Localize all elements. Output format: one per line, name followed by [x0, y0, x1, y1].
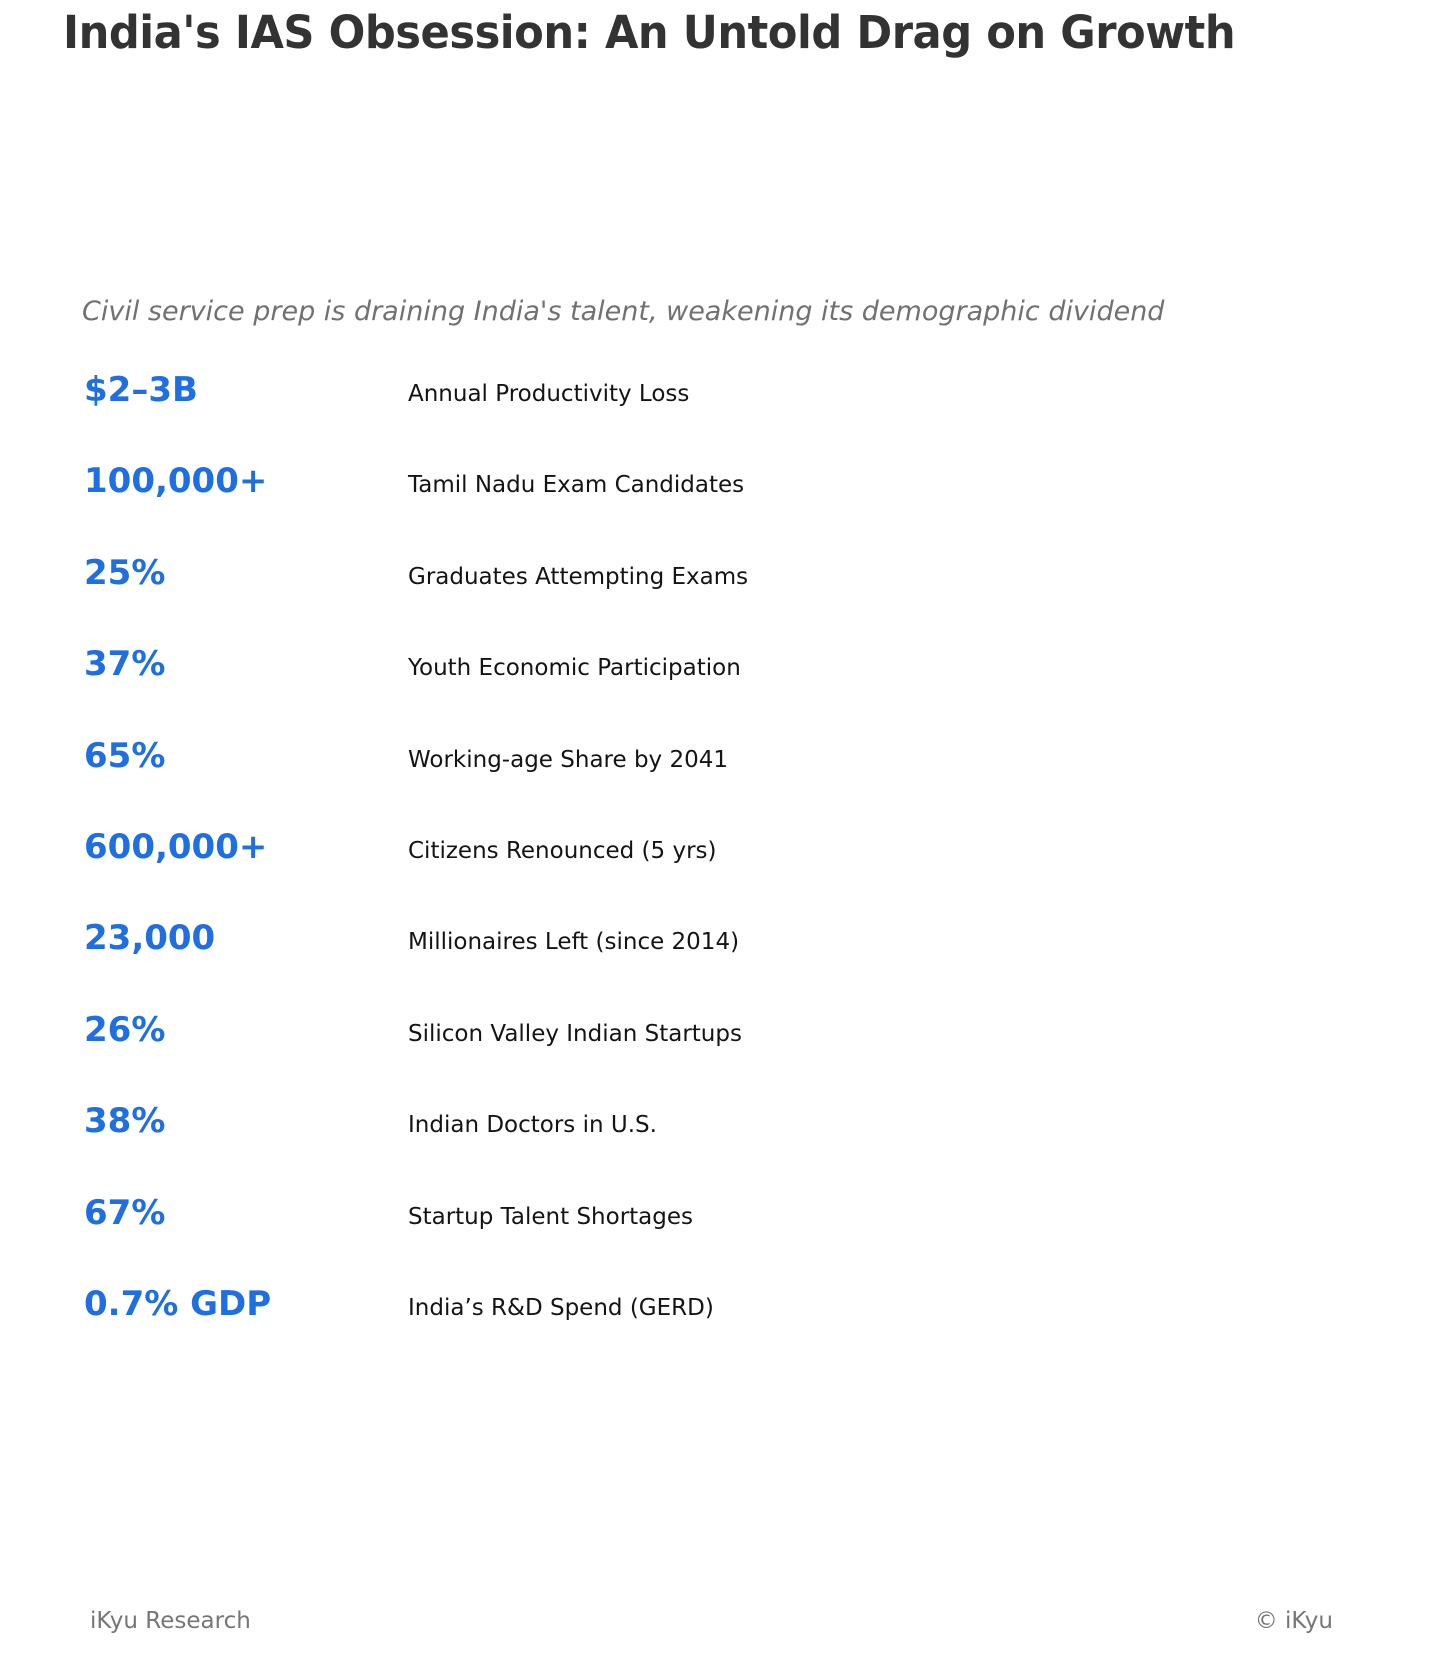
- footer-copyright: © iKyu: [1254, 1608, 1333, 1634]
- stat-row-tamil-nadu-candidates: 100,000+ Tamil Nadu Exam Candidates: [84, 461, 1416, 554]
- stat-row-indian-doctors-us: 38% Indian Doctors in U.S.: [84, 1101, 1416, 1194]
- stat-value: 25%: [84, 552, 166, 593]
- stat-value: 26%: [84, 1009, 166, 1050]
- stat-row-silicon-valley-startups: 26% Silicon Valley Indian Startups: [84, 1009, 1416, 1103]
- stat-row-citizens-renounced: 600,000+ Citizens Renounced (5 yrs): [84, 826, 1416, 920]
- stat-label: Graduates Attempting Exams: [408, 563, 749, 590]
- stat-label: Startup Talent Shortages: [408, 1203, 694, 1230]
- stats-list: $2–3B Annual Productivity Loss 100,000+ …: [84, 370, 1416, 1377]
- stat-value: 0.7% GDP: [84, 1283, 272, 1324]
- stat-label: Indian Doctors in U.S.: [408, 1112, 657, 1139]
- stat-row-startup-talent-shortages: 67% Startup Talent Shortages: [84, 1192, 1416, 1286]
- stat-row-youth-participation: 37% Youth Economic Participation: [84, 644, 1416, 737]
- stat-label: Youth Economic Participation: [408, 655, 741, 682]
- footer-source: iKyu Research: [90, 1608, 251, 1634]
- stat-value: 100,000+: [84, 461, 268, 502]
- stat-row-working-age-share: 65% Working-age Share by 2041: [84, 735, 1416, 829]
- stat-row-rd-spend: 0.7% GDP India’s R&D Spend (GERD): [84, 1283, 1416, 1377]
- stat-row-annual-productivity-loss: $2–3B Annual Productivity Loss: [84, 370, 1416, 463]
- stat-value: 37%: [84, 644, 166, 685]
- stat-label: Citizens Renounced (5 yrs): [408, 837, 717, 864]
- stat-row-graduates-attempting: 25% Graduates Attempting Exams: [84, 552, 1416, 646]
- stat-value: 38%: [84, 1101, 166, 1142]
- page-subtitle: Civil service prep is draining India's t…: [82, 296, 1165, 327]
- stat-value: 23,000: [84, 918, 216, 959]
- stat-value: 600,000+: [84, 826, 268, 867]
- stat-label: Silicon Valley Indian Startups: [408, 1020, 742, 1047]
- stat-label: India’s R&D Spend (GERD): [408, 1294, 714, 1321]
- stat-value: 65%: [84, 735, 166, 776]
- stat-row-millionaires-left: 23,000 Millionaires Left (since 2014): [84, 918, 1416, 1011]
- stat-value: 67%: [84, 1192, 166, 1233]
- stat-label: Millionaires Left (since 2014): [408, 929, 740, 956]
- stat-label: Tamil Nadu Exam Candidates: [408, 472, 745, 499]
- stat-value: $2–3B: [84, 370, 198, 410]
- page-title: India's IAS Obsession: An Untold Drag on…: [63, 6, 1236, 59]
- stat-label: Annual Productivity Loss: [408, 381, 690, 407]
- stat-label: Working-age Share by 2041: [408, 746, 729, 773]
